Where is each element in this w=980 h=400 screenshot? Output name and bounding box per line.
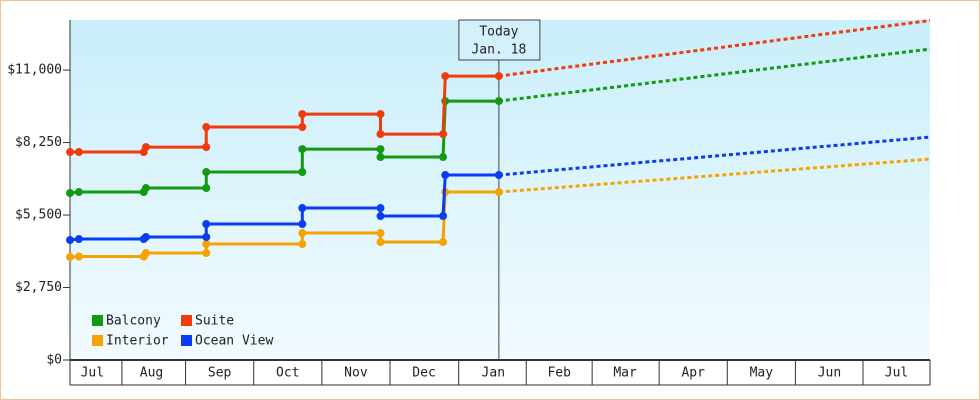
y-tick-label: $11,000	[7, 63, 62, 78]
legend-label: Interior	[106, 334, 169, 349]
point	[376, 212, 385, 221]
point	[494, 188, 503, 197]
legend-swatch	[181, 335, 192, 346]
legend-swatch	[92, 335, 103, 346]
point	[202, 249, 211, 258]
legend-swatch	[181, 315, 192, 326]
projection-line	[498, 19, 931, 78]
point	[202, 233, 211, 242]
point	[494, 72, 503, 81]
point	[376, 153, 385, 162]
x-tick-label: May	[750, 366, 774, 381]
point	[202, 220, 211, 229]
point	[66, 189, 74, 198]
point	[202, 123, 211, 132]
point	[298, 123, 307, 132]
x-tick-label: Aug	[140, 366, 163, 381]
projection-line	[498, 135, 931, 177]
today-box	[458, 19, 541, 61]
point	[66, 253, 74, 262]
today-label: Today	[479, 25, 518, 40]
point	[141, 143, 150, 152]
legend-label: Suite	[195, 314, 234, 329]
point	[439, 130, 448, 139]
point	[202, 240, 211, 249]
y-tick-label: $0	[46, 353, 62, 368]
point	[74, 252, 83, 261]
point	[376, 229, 385, 238]
point	[441, 171, 450, 180]
point	[298, 229, 307, 238]
point	[439, 212, 448, 221]
point	[298, 110, 307, 119]
point	[298, 168, 307, 177]
point	[376, 238, 385, 247]
y-tick-label: $5,500	[15, 208, 62, 223]
today-label: Jan. 18	[471, 43, 526, 58]
point	[66, 148, 74, 157]
x-tick-label: Nov	[344, 366, 368, 381]
x-tick-label: Mar	[613, 366, 637, 381]
projection-line	[498, 157, 931, 194]
y-tick-label: $8,250	[15, 135, 62, 150]
point	[141, 233, 150, 242]
point	[298, 204, 307, 213]
legend-label: Balcony	[106, 314, 161, 329]
legend-swatch	[92, 315, 103, 326]
point	[298, 220, 307, 229]
legend-label: Ocean View	[195, 334, 273, 349]
point	[298, 240, 307, 249]
point	[376, 145, 385, 154]
point	[74, 148, 83, 157]
point	[439, 238, 448, 247]
point	[441, 72, 450, 81]
x-tick-label: Oct	[276, 366, 299, 381]
x-tick-label: Sep	[208, 366, 232, 381]
point	[439, 153, 448, 162]
x-tick-label: Jun	[818, 366, 841, 381]
x-tick-label: Jul	[885, 366, 908, 381]
point	[376, 110, 385, 119]
x-tick-label: Apr	[681, 366, 705, 381]
x-tick-label: Dec	[412, 366, 435, 381]
point	[74, 188, 83, 197]
point	[376, 130, 385, 139]
point	[494, 171, 503, 180]
point	[74, 235, 83, 244]
x-tick-label: Feb	[547, 366, 571, 381]
y-tick-label: $2,750	[15, 280, 62, 295]
point	[376, 204, 385, 213]
point	[298, 145, 307, 154]
x-tick-label: Jan	[482, 366, 505, 381]
point	[202, 184, 211, 193]
point	[202, 168, 211, 177]
point	[202, 143, 211, 152]
point	[141, 249, 150, 258]
point	[66, 236, 74, 245]
point	[494, 97, 503, 106]
x-tick-label: Jul	[81, 366, 104, 381]
point	[141, 184, 150, 193]
projection-line	[498, 47, 931, 103]
